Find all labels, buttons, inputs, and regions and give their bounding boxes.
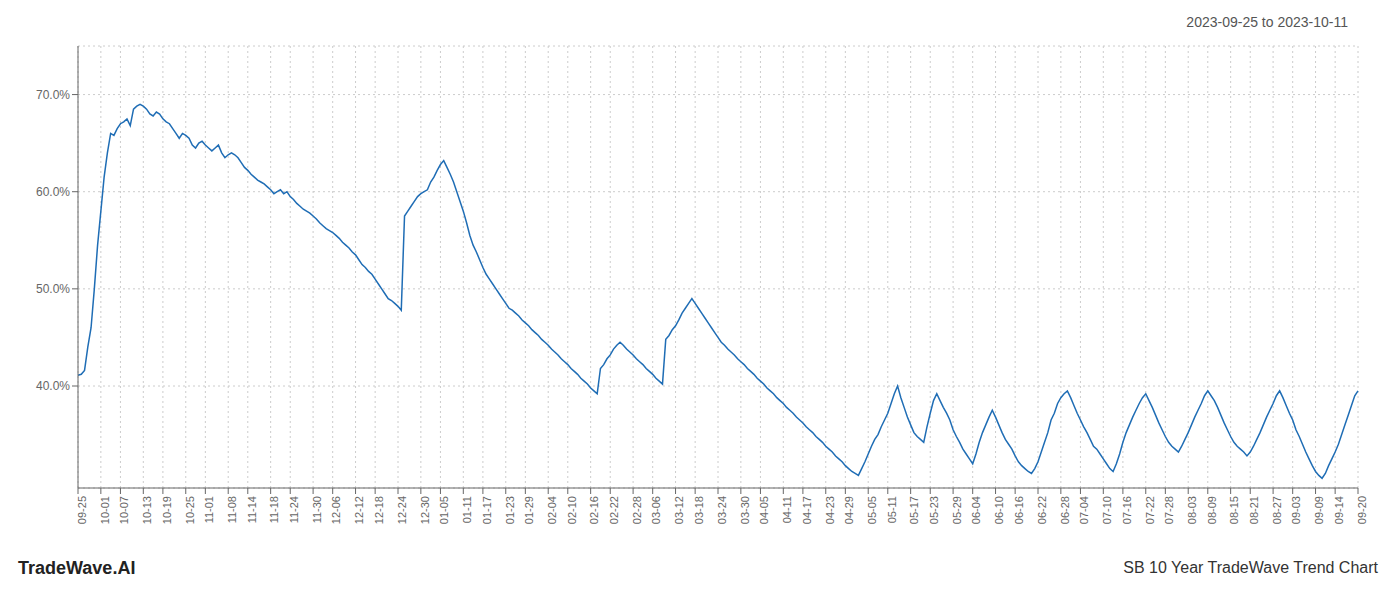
html-text:2023-09-25 to 2023-10-11: 2023-09-25 to 2023-10-11 bbox=[1186, 14, 1348, 30]
svg-text:02-04: 02-04 bbox=[546, 496, 558, 524]
svg-text:03-30: 03-30 bbox=[739, 496, 751, 524]
svg-text:12-06: 12-06 bbox=[331, 496, 343, 524]
html-text:SB 10 Year TradeWave Trend Cha: SB 10 Year TradeWave Trend Chart bbox=[1123, 559, 1378, 576]
svg-text:09-09: 09-09 bbox=[1313, 496, 1325, 524]
svg-text:08-03: 08-03 bbox=[1186, 496, 1198, 524]
svg-text:08-09: 08-09 bbox=[1206, 496, 1218, 524]
svg-text:12-24: 12-24 bbox=[396, 496, 408, 524]
svg-text:09-25: 09-25 bbox=[76, 496, 88, 524]
svg-text:05-23: 05-23 bbox=[928, 496, 940, 524]
svg-text:70.0%: 70.0% bbox=[36, 88, 70, 102]
svg-text:10-01: 10-01 bbox=[99, 496, 111, 524]
svg-text:01-23: 01-23 bbox=[504, 496, 516, 524]
svg-text:11-18: 11-18 bbox=[268, 496, 280, 523]
svg-text:08-15: 08-15 bbox=[1228, 496, 1240, 524]
svg-text:12-18: 12-18 bbox=[373, 496, 385, 524]
svg-text:11-30: 11-30 bbox=[311, 496, 323, 523]
svg-text:40.0%: 40.0% bbox=[36, 379, 70, 393]
svg-text:01-29: 01-29 bbox=[523, 496, 535, 524]
svg-text:06-04: 06-04 bbox=[971, 496, 983, 524]
svg-text:05-29: 05-29 bbox=[951, 496, 963, 524]
svg-text:11-24: 11-24 bbox=[288, 496, 300, 523]
svg-text:04-11: 04-11 bbox=[781, 496, 793, 523]
svg-text:03-24: 03-24 bbox=[716, 496, 728, 524]
svg-text:07-16: 07-16 bbox=[1121, 496, 1133, 524]
svg-text:07-22: 07-22 bbox=[1144, 496, 1156, 524]
svg-text:06-16: 06-16 bbox=[1013, 496, 1025, 524]
svg-text:04-05: 04-05 bbox=[758, 496, 770, 524]
svg-text:09-14: 09-14 bbox=[1333, 496, 1345, 524]
svg-text:50.0%: 50.0% bbox=[36, 282, 70, 296]
svg-text:07-10: 07-10 bbox=[1101, 496, 1113, 524]
svg-text:11-14: 11-14 bbox=[246, 496, 258, 523]
svg-text:08-27: 08-27 bbox=[1271, 496, 1283, 524]
svg-text:04-17: 04-17 bbox=[801, 496, 813, 524]
html-text:TradeWave.AI: TradeWave.AI bbox=[18, 557, 136, 578]
svg-text:12-30: 12-30 bbox=[419, 496, 431, 524]
svg-text:10-13: 10-13 bbox=[141, 496, 153, 524]
svg-text:10-25: 10-25 bbox=[184, 496, 196, 524]
svg-text:06-10: 06-10 bbox=[993, 496, 1005, 524]
svg-text:10-07: 10-07 bbox=[118, 496, 130, 524]
svg-text:02-22: 02-22 bbox=[608, 496, 620, 524]
svg-text:04-23: 04-23 bbox=[824, 496, 836, 524]
svg-text:03-18: 03-18 bbox=[693, 496, 705, 524]
svg-text:06-22: 06-22 bbox=[1036, 496, 1048, 524]
svg-text:01-17: 01-17 bbox=[481, 496, 493, 524]
svg-text:05-05: 05-05 bbox=[866, 496, 878, 524]
svg-text:07-04: 07-04 bbox=[1078, 496, 1090, 524]
svg-text:11-08: 11-08 bbox=[226, 496, 238, 523]
svg-text:08-21: 08-21 bbox=[1248, 496, 1260, 524]
svg-text:12-12: 12-12 bbox=[353, 496, 365, 524]
svg-text:03-06: 03-06 bbox=[651, 496, 663, 524]
svg-text:11-01: 11-01 bbox=[203, 496, 215, 523]
svg-text:05-17: 05-17 bbox=[908, 496, 920, 524]
svg-text:09-20: 09-20 bbox=[1356, 496, 1368, 524]
svg-text:07-28: 07-28 bbox=[1163, 496, 1175, 524]
svg-text:05-11: 05-11 bbox=[886, 496, 898, 523]
svg-text:03-12: 03-12 bbox=[673, 496, 685, 524]
svg-text:01-11: 01-11 bbox=[461, 496, 473, 523]
svg-text:02-10: 02-10 bbox=[566, 496, 578, 524]
svg-text:10-19: 10-19 bbox=[161, 496, 173, 524]
svg-text:06-28: 06-28 bbox=[1059, 496, 1071, 524]
svg-text:04-29: 04-29 bbox=[843, 496, 855, 524]
svg-text:09-03: 09-03 bbox=[1291, 496, 1303, 524]
svg-text:02-28: 02-28 bbox=[631, 496, 643, 524]
svg-text:02-16: 02-16 bbox=[588, 496, 600, 524]
svg-text:60.0%: 60.0% bbox=[36, 185, 70, 199]
svg-text:01-05: 01-05 bbox=[438, 496, 450, 524]
